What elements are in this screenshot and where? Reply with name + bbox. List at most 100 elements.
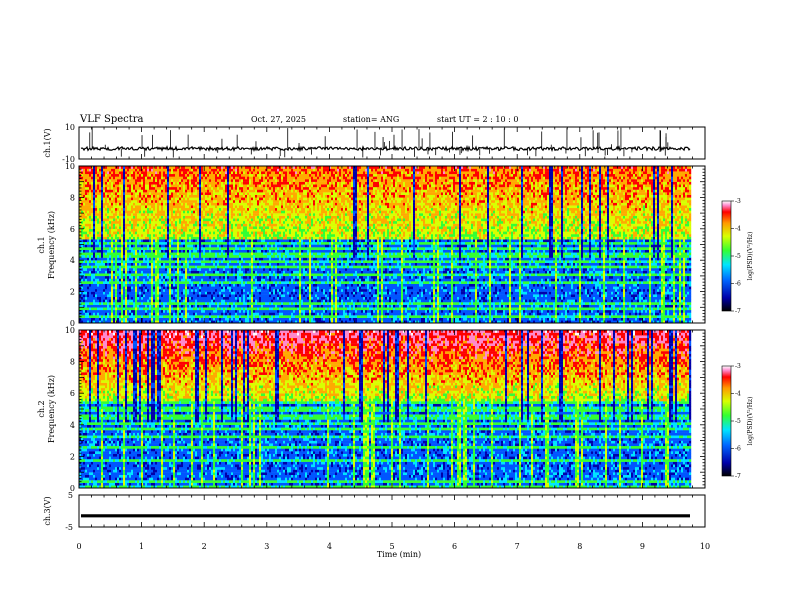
ch1-spectrogram-cell <box>169 304 172 308</box>
ch1-spectrogram-cell <box>91 200 94 203</box>
ch1-spectrogram-cell <box>135 197 138 201</box>
ch1-spectrogram-cell <box>205 296 208 300</box>
ch1-spectrogram-cell <box>227 194 230 198</box>
ch1-spectrogram-cell <box>171 218 174 222</box>
ch1-spectrogram-cell <box>211 166 214 169</box>
ch1-spectrogram-cell <box>235 220 238 224</box>
ch1-spectrogram-cell <box>149 268 152 271</box>
ch1-spectrogram-cell <box>101 241 104 245</box>
ch1-spectrogram-cell <box>93 205 96 209</box>
ch1-spectrogram-cell <box>221 176 224 180</box>
ch1-spectrogram-cell <box>137 320 140 324</box>
ch1-spectrogram-cell <box>97 296 100 300</box>
ch1-waveform-panel: 10 -10 ch.1(V) <box>43 123 706 164</box>
ch1-spectrogram-cell <box>227 244 230 248</box>
ch1-spectrogram-cell <box>177 309 180 313</box>
ch1-spectrogram-cell <box>177 268 180 271</box>
ch1-spectrogram-cell <box>191 181 194 185</box>
ch1-spectrogram-cell <box>83 186 86 190</box>
ch1-spectrogram-cell <box>191 179 194 182</box>
ch1-spectrogram-cell <box>121 309 124 313</box>
ch1-spectrogram-cell <box>107 275 110 279</box>
ch1-spectrogram-cell <box>175 241 178 245</box>
ch1-spectrogram-cell <box>221 247 224 250</box>
ch1-spectrogram-cell <box>153 186 156 190</box>
ch1-spectrogram-cell <box>89 249 92 253</box>
ch1-spectrogram-cell <box>157 176 160 180</box>
ch1-spectrogram-cell <box>145 320 148 324</box>
ch1-spectrogram-cell <box>171 262 174 266</box>
ch1-spectrogram-cell <box>89 307 92 311</box>
ch1-spectrogram-cell <box>115 320 118 324</box>
ch1-spectrogram-cell <box>159 189 162 193</box>
ch1-spectrogram-cell <box>219 299 222 303</box>
ch1-spectrogram-cell <box>203 194 206 198</box>
ch1-spectrogram-cell <box>111 215 114 219</box>
ch1-spectrogram-cell <box>125 215 128 219</box>
ch1-spectrogram-cell <box>207 254 210 258</box>
ch1-spectrogram-cell <box>231 265 234 269</box>
ch1-spectrogram-cell <box>141 194 144 198</box>
ch1-spectrogram-cell <box>239 304 242 308</box>
ch1-spectrogram-cell <box>149 244 152 248</box>
ch1-spectrogram-cell <box>183 268 186 271</box>
ch1-spectrogram-cell <box>135 286 138 290</box>
ch1-spectrogram-cell <box>225 312 228 316</box>
ch1-spectrogram-cell <box>123 166 126 169</box>
ch1-spectrogram-cell <box>137 228 140 232</box>
ch1-spectrogram-cell <box>131 315 134 318</box>
ch1-spectrogram-cell <box>225 299 228 303</box>
ch1-spectrogram-cell <box>179 166 182 169</box>
ch1-spectrogram-cell <box>229 215 232 219</box>
ch1-spectrogram-cell <box>223 296 226 300</box>
ch1-spectrogram-cell <box>169 312 172 316</box>
ch1-spectrogram-cell <box>149 294 152 298</box>
ch1-spectrogram-cell <box>149 173 152 177</box>
ch1-spectrogram-cell <box>159 236 162 240</box>
ch1-spectrogram-cell <box>173 207 176 211</box>
ch1-spectrogram-cell <box>147 273 150 277</box>
ch1-spectrogram-cell <box>141 220 144 224</box>
ch1-spectrogram-cell <box>131 270 134 274</box>
ch1-spectrogram-cell <box>189 281 192 284</box>
ch1-spectrogram-cell <box>183 171 186 175</box>
ch1-spectrogram-cell <box>91 207 94 211</box>
ch1-spectrogram-cell <box>143 275 146 279</box>
ch1-spectrogram-cell <box>219 200 222 203</box>
ch1-spectrogram-cell <box>227 239 230 243</box>
ch1-spectrogram-cell <box>165 194 168 198</box>
ch1-spectrogram-cell <box>127 304 130 308</box>
ch1-spectrogram-cell <box>215 184 218 188</box>
ch1-spectrogram-cell <box>231 210 234 214</box>
ch1-spectrogram-cell <box>115 262 118 266</box>
ch1-spectrogram-cell <box>181 291 184 295</box>
ch1-spectrogram-cell <box>163 257 166 261</box>
ch1-spectrogram-cell <box>155 254 158 258</box>
ch1-spectrogram-cell <box>141 210 144 214</box>
ch1-spectrogram-cell <box>137 312 140 316</box>
ch1-spectrogram-cell <box>83 299 86 303</box>
ch1-spectrogram-cell <box>197 213 200 216</box>
ch1-spectrogram-cell <box>135 231 138 235</box>
ch1-spectrogram-cell <box>99 231 102 235</box>
ch1-spectrogram-cell <box>125 184 128 188</box>
ch1-spectrogram-cell <box>151 304 154 308</box>
ch1-spectrogram-cell <box>163 278 166 282</box>
ch1-spectrogram-cell <box>149 189 152 193</box>
ch1-spectrogram-cell <box>145 281 148 284</box>
ch1-spectrogram-cell <box>157 275 160 279</box>
ch1-spectrogram-cell <box>89 223 92 227</box>
ch1-spectrogram-cell <box>139 315 142 318</box>
ch1-spectrogram-cell <box>123 299 126 303</box>
ch1-spectrogram-cell <box>189 213 192 216</box>
ch1-spectrogram-cell <box>235 252 238 256</box>
ch1-spectrogram-cell <box>205 171 208 175</box>
ch1-spectrogram-cell <box>189 166 192 169</box>
ch1-spectrogram-cell <box>103 254 106 258</box>
ch1-spectrogram-cell <box>197 320 200 324</box>
ch1-spectrogram-cell <box>173 275 176 279</box>
ch1-spectrogram-cell <box>95 270 98 274</box>
ch1-spectrogram-cell <box>83 260 86 264</box>
ch1-spectrogram-cell <box>197 239 200 243</box>
ch1-spectrogram-cell <box>153 291 156 295</box>
